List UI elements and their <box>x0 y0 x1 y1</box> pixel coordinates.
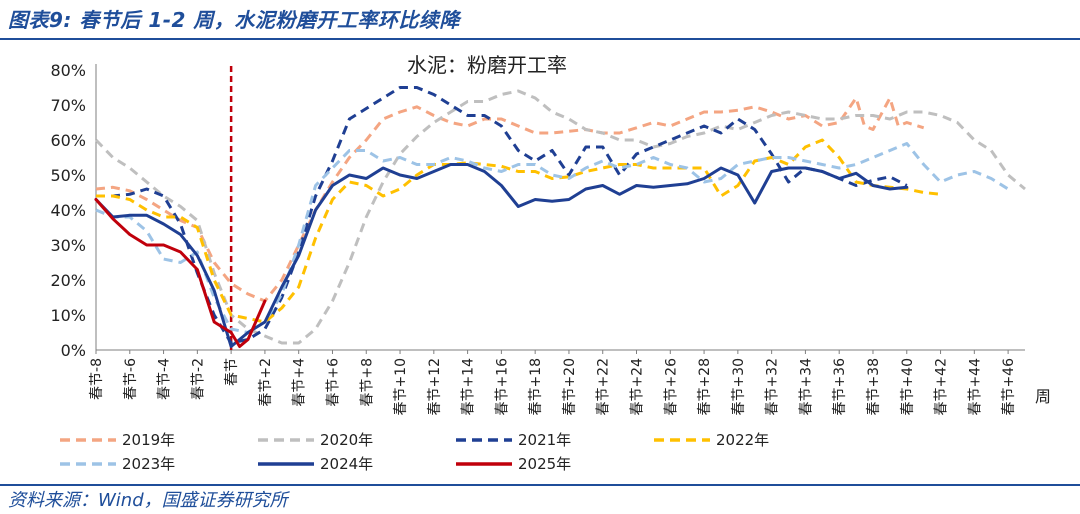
x-tick-label: 春节+38 <box>866 358 882 416</box>
x-tick-label: 春节+20 <box>562 358 578 416</box>
line-chart: 水泥：粉磨开工率 0% 10% 20% 30% 40% 50% 60% 70% 80% 春节-8… <box>50 53 1051 473</box>
source-note: 资料来源：Wind，国盛证券研究所 <box>8 490 288 511</box>
y-tick-label: 10% <box>50 306 86 325</box>
series-lines <box>94 86 1026 348</box>
top-rule <box>0 38 1080 40</box>
x-tick-label: 春节-6 <box>123 358 139 400</box>
legend-label: 2019年 <box>122 431 175 449</box>
x-tick-label: 春节-8 <box>89 358 105 400</box>
x-tick-label: 春节+30 <box>731 358 747 416</box>
legend-label: 2021年 <box>518 431 571 449</box>
x-tick-label: 春节+42 <box>934 358 950 416</box>
x-tick-label: 春节+34 <box>798 358 814 416</box>
x-tick-label: 春节+6 <box>325 358 341 407</box>
legend-label: 2024年 <box>320 455 373 473</box>
x-tick-label: 春节+8 <box>359 358 375 407</box>
series-line-2025 <box>94 198 267 348</box>
x-tick-label: 春节+46 <box>1001 358 1017 416</box>
x-tick-label: 春节+22 <box>596 358 612 416</box>
series-line-2020 <box>94 89 1026 345</box>
series-line-2022 <box>96 138 941 324</box>
series-line-2024 <box>94 163 909 348</box>
series-line-2019 <box>95 96 925 303</box>
x-tick-label: 春节-2 <box>190 358 206 400</box>
legend-label: 2022年 <box>716 431 769 449</box>
legend-label: 2023年 <box>122 455 175 473</box>
x-tick-label: 春节-4 <box>157 358 173 400</box>
y-tick-label: 80% <box>50 61 86 80</box>
y-tick-label: 0% <box>61 341 86 360</box>
y-tick-labels: 0% 10% 20% 30% 40% 50% 60% 70% 80% <box>50 61 86 360</box>
x-axis-label: 周 <box>1035 387 1051 406</box>
figure-title: 图表9: 春节后 1-2 周，水泥粉磨开工率环比续降 <box>8 8 460 32</box>
x-tick-labels: 春节-8 春节-6 春节-4 春节-2 春节 春节+2 春节+4 春节+6 春节+8 春节+10 春… <box>89 350 1051 416</box>
x-tick-label: 春节+12 <box>427 358 443 416</box>
x-tick-label: 春节+24 <box>630 358 646 416</box>
y-tick-label: 20% <box>50 271 86 290</box>
x-tick-label: 春节+32 <box>765 358 781 416</box>
chart-axes: 水泥：粉磨开工率 <box>95 53 1025 351</box>
legend-label: 2020年 <box>320 431 373 449</box>
y-tick-label: 50% <box>50 166 86 185</box>
x-tick-label: 春节+26 <box>663 358 679 416</box>
y-tick-label: 40% <box>50 201 86 220</box>
series-line-2023 <box>95 142 1009 334</box>
x-tick-label: 春节+10 <box>393 358 409 416</box>
y-tick-label: 70% <box>50 96 86 115</box>
x-tick-label: 春节+28 <box>697 358 713 416</box>
x-tick-label: 春节+18 <box>528 358 544 416</box>
legend-label: 2025年 <box>518 455 571 473</box>
x-tick-label: 春节+14 <box>461 358 477 416</box>
x-tick-label: 春节 <box>224 358 240 386</box>
bottom-rule <box>0 484 1080 486</box>
x-tick-label: 春节+44 <box>967 358 983 416</box>
x-tick-label: 春节+4 <box>292 358 308 407</box>
x-tick-label: 春节+40 <box>900 358 916 416</box>
x-tick-label: 春节+36 <box>832 358 848 416</box>
y-tick-label: 60% <box>50 131 86 150</box>
y-tick-label: 30% <box>50 236 86 255</box>
x-tick-label: 春节+16 <box>494 358 510 416</box>
chart-legend: 2019年 2020年 2021年 2022年 2023年 2024年 2025年 <box>60 431 769 473</box>
chart-title: 水泥：粉磨开工率 <box>407 53 567 77</box>
x-tick-label: 春节+2 <box>258 358 274 407</box>
